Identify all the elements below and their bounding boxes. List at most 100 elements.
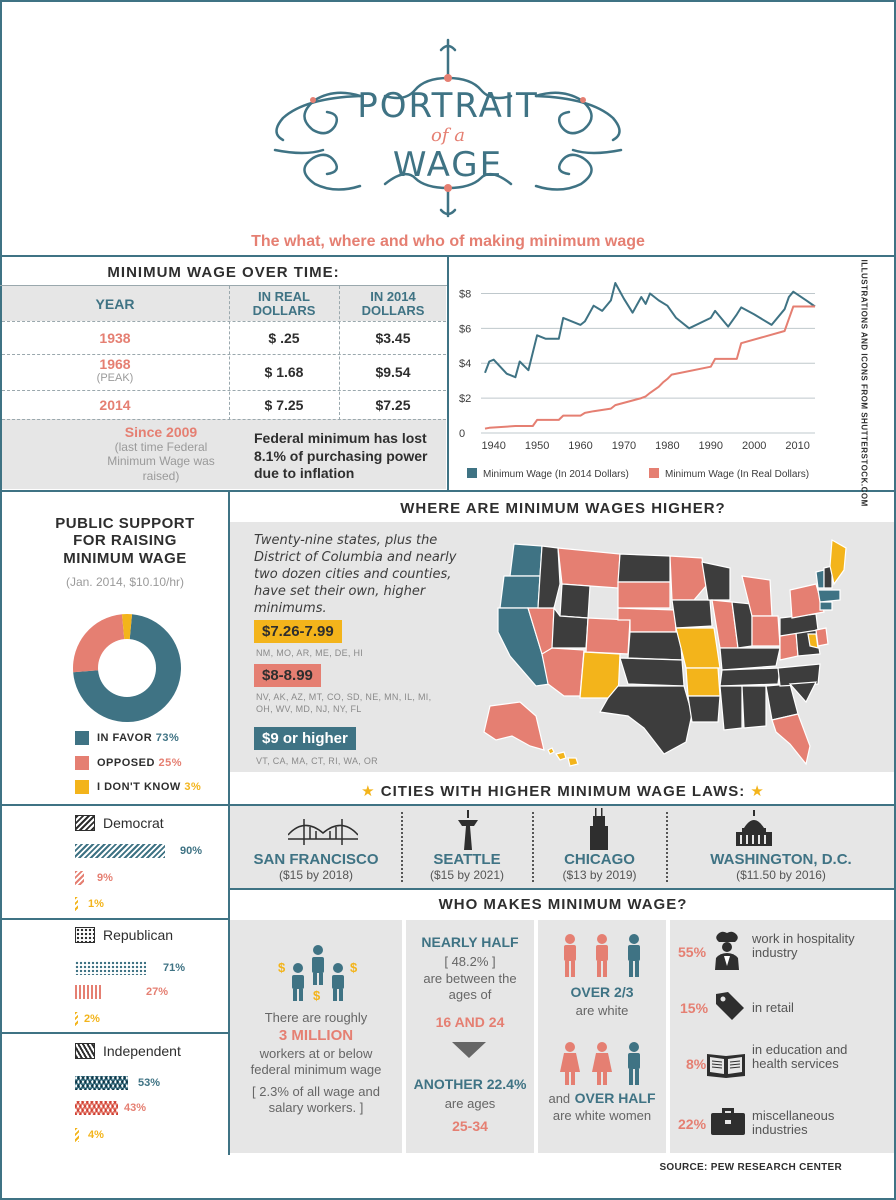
cities-heading-row: ★ CITIES WITH HIGHER MINIMUM WAGE LAWS: … xyxy=(230,782,896,800)
pct-republican-favor: 71% xyxy=(163,962,186,974)
willis-tower-icon xyxy=(590,808,608,850)
legend-swatch xyxy=(467,468,477,478)
bar-republican-opposed xyxy=(75,985,102,999)
legend-opposed-swatch xyxy=(75,756,89,770)
row-real: $ .25 xyxy=(268,330,300,346)
industry-text: miscellaneous industries xyxy=(752,1108,835,1137)
col-real: IN REAL DOLLARS xyxy=(252,288,316,318)
row-adj: $3.45 xyxy=(375,330,411,346)
legend-dk: I DON'T KNOW 3% xyxy=(97,781,202,793)
who-c3-text: are white xyxy=(575,1003,629,1018)
city-chicago: CHICAGO ($13 by 2019) xyxy=(562,851,637,882)
price-tag-icon xyxy=(716,992,744,1020)
tier-badge-high: $9 or higher xyxy=(254,727,356,750)
x-tick-label: 1990 xyxy=(699,440,723,452)
white-workers-icon xyxy=(564,934,640,977)
legend-swatch xyxy=(649,468,659,478)
pct-democrat-opposed: 9% xyxy=(97,872,113,884)
bar-democrat-opposed xyxy=(75,871,84,885)
capitol-icon xyxy=(736,810,772,846)
industry-text: in retail xyxy=(752,1000,794,1015)
svg-text:$: $ xyxy=(278,960,286,975)
space-needle-icon xyxy=(458,810,478,850)
who-c2-text: are between the ages of xyxy=(423,971,517,1003)
x-tick-label: 1960 xyxy=(568,440,592,452)
row-year: 1938 xyxy=(99,330,131,346)
credit-wrap: ILLUSTRATIONS AND ICONS FROM SHUTTERSTOC… xyxy=(855,259,869,507)
wage-line-chart: $8 $6 $4 $2 0 1940 1950 1960 1970 1980 1990 2000 20… xyxy=(459,282,816,480)
industry-pct: 8% xyxy=(686,1056,707,1072)
independent-icon xyxy=(75,1043,95,1059)
since-text: Federal minimum has lost 8.1% of purchas… xyxy=(254,430,428,481)
row-year: 1968 xyxy=(99,356,131,372)
who-c1-big: 3 MILLION xyxy=(278,1027,354,1044)
title-of-a: of a xyxy=(431,125,465,146)
legend-label: Minimum Wage (In 2014 Dollars) xyxy=(483,469,629,480)
who-c3-text2: are white women xyxy=(552,1108,652,1123)
bar-independent-favor xyxy=(75,1076,128,1090)
tier-badge-low: $7.26-7.99 xyxy=(254,620,342,643)
who-c1-note: [ 2.3% of all wage and salary workers. ] xyxy=(252,1084,380,1116)
y-tick-label: 0 xyxy=(459,428,465,440)
support-donut xyxy=(73,614,181,722)
briefcase-icon xyxy=(711,1108,745,1135)
bar-democrat-favor xyxy=(75,844,165,858)
who-c1-post: workers at or below federal minimum wage xyxy=(250,1046,382,1078)
who-c3-line2: and OVER HALF xyxy=(548,1090,656,1106)
pct-democrat-dk: 1% xyxy=(88,898,104,910)
credit-text: ILLUSTRATIONS AND ICONS FROM SHUTTERSTOC… xyxy=(859,259,869,507)
city-dc: WASHINGTON, D.C. ($11.50 by 2016) xyxy=(710,851,852,882)
since-note: (last time Federal Minimum Wage was rais… xyxy=(107,440,215,483)
industry-pct: 15% xyxy=(680,1000,709,1016)
bar-independent-dk xyxy=(75,1128,79,1142)
pct-republican-dk: 2% xyxy=(84,1013,100,1025)
title-portrait: PORTRAIT xyxy=(357,86,539,126)
ornament-frame xyxy=(273,38,623,218)
row-note: (PEAK) xyxy=(96,372,134,384)
series-line-0 xyxy=(484,282,816,379)
wage-table-header-bg xyxy=(2,285,446,321)
y-tick-label: $2 xyxy=(459,393,471,405)
legend-opposed: OPPOSED 25% xyxy=(97,757,182,769)
cities-heading: CITIES WITH HIGHER MINIMUM WAGE LAWS: xyxy=(380,783,746,800)
who-c2-ages: 16 AND 24 xyxy=(435,1014,505,1030)
who-c2-ages2: 25-34 xyxy=(452,1118,488,1134)
industry-text: in education and health services xyxy=(752,1042,848,1071)
who-col-4 xyxy=(670,920,894,1153)
series-line-1 xyxy=(484,305,815,430)
who-c2-text2: are ages xyxy=(444,1096,496,1111)
pct-independent-favor: 53% xyxy=(138,1077,161,1089)
map-intro: Twenty-nine states, plus the District of… xyxy=(254,533,457,616)
who-c2-pct: [ 48.2% ] xyxy=(444,954,496,969)
x-tick-label: 1940 xyxy=(481,440,505,452)
industry-pct: 55% xyxy=(678,944,707,960)
wage-table-heading: MINIMUM WAGE OVER TIME: xyxy=(107,264,340,281)
row-real: $ 1.68 xyxy=(264,364,304,380)
tier-states-mid: NV, AK, AZ, MT, CO, SD, NE, MN, IL, MI, … xyxy=(256,692,432,714)
source-credit: SOURCE: PEW RESEARCH CENTER xyxy=(659,1162,842,1173)
republican-icon xyxy=(75,927,95,943)
arrow-down-icon xyxy=(452,1042,486,1058)
bar-republican-dk xyxy=(75,1012,78,1026)
y-tick-label: $8 xyxy=(459,288,471,300)
us-map xyxy=(483,539,847,767)
city-sf: SAN FRANCISCO ($15 by 2018) xyxy=(253,851,379,882)
legend-favor: IN FAVOR 73% xyxy=(97,732,180,744)
x-tick-label: 2000 xyxy=(742,440,766,452)
wage-table-footer-bg xyxy=(2,419,446,489)
legend-dk-swatch xyxy=(75,780,89,794)
col-year: YEAR xyxy=(95,296,135,312)
row-year-peak: 1968 (PEAK) xyxy=(2,356,228,384)
support-heading: PUBLIC SUPPORT FOR RAISING MINIMUM WAGE xyxy=(55,515,195,567)
industry-pct: 22% xyxy=(678,1116,707,1132)
chef-icon xyxy=(715,931,739,970)
star-icon: ★ xyxy=(361,783,376,800)
who-c1-pre: There are roughly xyxy=(264,1010,368,1025)
title-wage: WAGE xyxy=(392,145,504,185)
bar-democrat-dk xyxy=(75,897,78,911)
democrat-icon xyxy=(75,815,95,831)
book-icon xyxy=(707,1054,745,1078)
col-2014: IN 2014 DOLLARS xyxy=(361,288,425,318)
pct-democrat-favor: 90% xyxy=(180,845,203,857)
